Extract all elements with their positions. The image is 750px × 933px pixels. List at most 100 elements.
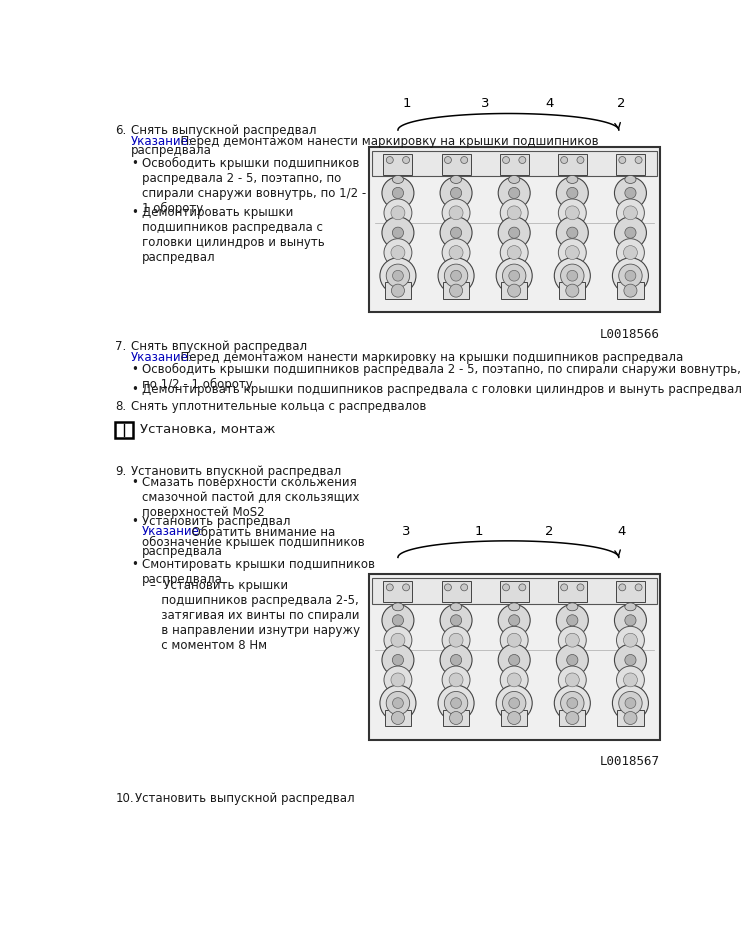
- Circle shape: [384, 199, 412, 227]
- Text: Установить распредвал: Установить распредвал: [142, 515, 290, 528]
- Text: обозначение крышек подшипников: обозначение крышек подшипников: [142, 536, 364, 549]
- Circle shape: [556, 605, 588, 636]
- Ellipse shape: [625, 175, 636, 184]
- Bar: [500, 154, 529, 174]
- Circle shape: [391, 245, 405, 259]
- Circle shape: [623, 673, 638, 687]
- Circle shape: [386, 691, 410, 715]
- Bar: [443, 283, 470, 299]
- Circle shape: [500, 626, 528, 654]
- Text: 2: 2: [617, 97, 626, 110]
- Circle shape: [561, 157, 568, 163]
- Bar: [617, 710, 644, 726]
- Circle shape: [451, 698, 461, 708]
- Text: Снять выпускной распредвал: Снять выпускной распредвал: [131, 123, 316, 136]
- Ellipse shape: [451, 243, 462, 250]
- Text: распредвала: распредвала: [142, 546, 223, 559]
- Circle shape: [444, 691, 468, 715]
- Circle shape: [384, 626, 412, 654]
- Circle shape: [558, 626, 586, 654]
- Circle shape: [438, 685, 474, 721]
- Bar: [501, 283, 527, 299]
- Ellipse shape: [392, 175, 404, 184]
- Text: 1: 1: [403, 97, 411, 110]
- Circle shape: [635, 584, 642, 591]
- Circle shape: [566, 634, 579, 648]
- Text: Демонтировать крышки
подшипников распредвала с
головки цилиндров и вынуть
распре: Демонтировать крышки подшипников распред…: [142, 206, 325, 264]
- Circle shape: [619, 691, 642, 715]
- Text: Перед демонтажом нанести маркировку на крышки подшипников распредвала: Перед демонтажом нанести маркировку на к…: [172, 351, 683, 364]
- Circle shape: [503, 584, 509, 591]
- Ellipse shape: [567, 670, 578, 677]
- Text: 4: 4: [544, 97, 554, 110]
- Circle shape: [616, 239, 644, 267]
- Circle shape: [519, 157, 526, 163]
- Ellipse shape: [392, 603, 404, 611]
- Text: –  Установить крышки
   подшипников распредвала 2-5,
   затягивая их винты по сп: – Установить крышки подшипников распредв…: [149, 579, 360, 652]
- Circle shape: [449, 712, 463, 725]
- Text: L0018567: L0018567: [599, 755, 659, 768]
- Circle shape: [449, 285, 463, 297]
- Text: Установить выпускной распредвал: Установить выпускной распредвал: [135, 792, 355, 805]
- Text: Освободить крышки подшипников распредвала 2 - 5, поэтапно, по спирали снаружи во: Освободить крышки подшипников распредвал…: [142, 363, 741, 391]
- Text: 3: 3: [403, 524, 411, 537]
- Circle shape: [507, 245, 521, 259]
- Circle shape: [613, 258, 649, 294]
- Circle shape: [392, 698, 404, 708]
- Bar: [369, 146, 659, 313]
- Circle shape: [500, 199, 528, 227]
- Circle shape: [507, 634, 521, 648]
- Text: Указание:: Указание:: [142, 525, 204, 538]
- Bar: [616, 581, 645, 603]
- Bar: [383, 154, 412, 174]
- Ellipse shape: [567, 603, 578, 611]
- Bar: [383, 581, 412, 603]
- Text: 8.: 8.: [116, 400, 127, 413]
- Circle shape: [625, 654, 636, 665]
- Circle shape: [392, 271, 404, 281]
- Circle shape: [635, 157, 642, 163]
- Circle shape: [496, 685, 532, 721]
- Text: Обратить внимание на: Обратить внимание на: [184, 525, 335, 538]
- Circle shape: [560, 691, 584, 715]
- Circle shape: [567, 615, 578, 626]
- Ellipse shape: [509, 175, 520, 184]
- Ellipse shape: [625, 243, 636, 250]
- Circle shape: [391, 634, 405, 648]
- Circle shape: [616, 626, 644, 654]
- Circle shape: [507, 206, 521, 220]
- Bar: [442, 581, 470, 603]
- Text: 9.: 9.: [116, 465, 127, 478]
- Circle shape: [382, 177, 414, 209]
- Ellipse shape: [392, 670, 404, 677]
- Bar: [116, 422, 133, 439]
- Circle shape: [509, 698, 520, 708]
- Circle shape: [391, 673, 405, 687]
- Circle shape: [440, 216, 472, 248]
- Text: •: •: [131, 206, 138, 219]
- Circle shape: [403, 584, 410, 591]
- Circle shape: [392, 654, 404, 665]
- Text: Освободить крышки подшипников
распредвала 2 - 5, поэтапно, по
спирали снаружи во: Освободить крышки подшипников распредвал…: [142, 157, 366, 215]
- Circle shape: [386, 157, 393, 163]
- Circle shape: [509, 271, 520, 281]
- Circle shape: [577, 584, 584, 591]
- Ellipse shape: [509, 670, 520, 677]
- Text: •: •: [131, 476, 138, 489]
- Circle shape: [498, 216, 530, 248]
- Circle shape: [554, 685, 590, 721]
- Circle shape: [386, 264, 410, 287]
- Bar: [560, 710, 586, 726]
- Circle shape: [509, 615, 520, 626]
- Text: Указание:: Указание:: [131, 135, 193, 148]
- Text: 10.: 10.: [116, 792, 134, 805]
- Circle shape: [500, 239, 528, 267]
- Circle shape: [558, 199, 586, 227]
- Text: L0018566: L0018566: [599, 327, 659, 341]
- Circle shape: [616, 199, 644, 227]
- Circle shape: [500, 666, 528, 694]
- Circle shape: [566, 673, 579, 687]
- Circle shape: [567, 698, 578, 708]
- Circle shape: [403, 157, 410, 163]
- Bar: [501, 710, 527, 726]
